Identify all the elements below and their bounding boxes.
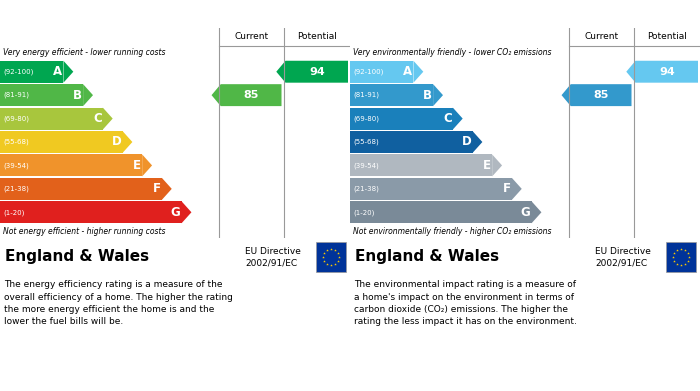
Text: (69-80): (69-80) bbox=[353, 115, 379, 122]
Bar bbox=[350, 154, 492, 176]
Text: D: D bbox=[462, 136, 472, 149]
Bar bbox=[350, 201, 531, 223]
Polygon shape bbox=[276, 61, 348, 83]
Text: C: C bbox=[93, 112, 102, 125]
Polygon shape bbox=[512, 178, 522, 200]
Text: (81-91): (81-91) bbox=[353, 92, 379, 99]
Bar bbox=[350, 131, 472, 153]
Text: C: C bbox=[443, 112, 452, 125]
Polygon shape bbox=[433, 84, 443, 106]
Text: B: B bbox=[73, 89, 82, 102]
Text: 94: 94 bbox=[309, 67, 325, 77]
Text: D: D bbox=[112, 136, 122, 149]
Text: Not environmentally friendly - higher CO₂ emissions: Not environmentally friendly - higher CO… bbox=[353, 227, 552, 236]
Polygon shape bbox=[531, 201, 541, 223]
Text: The environmental impact rating is a measure of
a home's impact on the environme: The environmental impact rating is a mea… bbox=[354, 280, 577, 326]
Bar bbox=[0, 108, 103, 129]
Text: Potential: Potential bbox=[297, 32, 337, 41]
Polygon shape bbox=[181, 201, 191, 223]
Text: A: A bbox=[403, 65, 412, 78]
Bar bbox=[350, 178, 512, 200]
Polygon shape bbox=[103, 108, 113, 129]
Text: (1-20): (1-20) bbox=[353, 209, 375, 215]
Text: 85: 85 bbox=[594, 90, 609, 100]
Text: Not energy efficient - higher running costs: Not energy efficient - higher running co… bbox=[3, 227, 165, 236]
Text: 85: 85 bbox=[244, 90, 259, 100]
Text: G: G bbox=[171, 206, 181, 219]
Polygon shape bbox=[473, 131, 482, 153]
Polygon shape bbox=[492, 154, 502, 176]
Text: (39-54): (39-54) bbox=[3, 162, 29, 169]
Bar bbox=[0, 154, 142, 176]
Text: (21-38): (21-38) bbox=[353, 186, 379, 192]
Text: (1-20): (1-20) bbox=[3, 209, 25, 215]
Text: (39-54): (39-54) bbox=[353, 162, 379, 169]
Bar bbox=[0, 131, 122, 153]
Bar bbox=[350, 61, 414, 83]
Text: EU Directive
2002/91/EC: EU Directive 2002/91/EC bbox=[595, 247, 651, 267]
Text: G: G bbox=[521, 206, 531, 219]
Polygon shape bbox=[142, 154, 152, 176]
Bar bbox=[0, 84, 83, 106]
Text: Potential: Potential bbox=[647, 32, 687, 41]
Text: Very environmentally friendly - lower CO₂ emissions: Very environmentally friendly - lower CO… bbox=[353, 48, 552, 57]
Text: EU Directive
2002/91/EC: EU Directive 2002/91/EC bbox=[245, 247, 301, 267]
Bar bbox=[0, 201, 181, 223]
Text: Environmental Impact (CO₂) Rating: Environmental Impact (CO₂) Rating bbox=[356, 7, 618, 20]
Bar bbox=[316, 242, 346, 272]
Polygon shape bbox=[211, 84, 281, 106]
Bar bbox=[666, 242, 696, 272]
Text: F: F bbox=[153, 182, 161, 196]
Bar bbox=[0, 61, 64, 83]
Text: 94: 94 bbox=[659, 67, 675, 77]
Text: (69-80): (69-80) bbox=[3, 115, 29, 122]
Polygon shape bbox=[83, 84, 93, 106]
Bar bbox=[0, 178, 162, 200]
Text: (55-68): (55-68) bbox=[353, 139, 379, 145]
Text: F: F bbox=[503, 182, 511, 196]
Text: B: B bbox=[423, 89, 432, 102]
Polygon shape bbox=[122, 131, 132, 153]
Text: (92-100): (92-100) bbox=[3, 68, 34, 75]
Text: Energy Efficiency Rating: Energy Efficiency Rating bbox=[6, 7, 190, 20]
Text: England & Wales: England & Wales bbox=[5, 249, 149, 264]
Polygon shape bbox=[453, 108, 463, 129]
Polygon shape bbox=[64, 61, 74, 83]
Text: (55-68): (55-68) bbox=[3, 139, 29, 145]
Text: The energy efficiency rating is a measure of the
overall efficiency of a home. T: The energy efficiency rating is a measur… bbox=[4, 280, 233, 326]
Text: A: A bbox=[53, 65, 62, 78]
Bar bbox=[350, 84, 433, 106]
Polygon shape bbox=[414, 61, 424, 83]
Text: Current: Current bbox=[234, 32, 268, 41]
Text: E: E bbox=[133, 159, 141, 172]
Text: Current: Current bbox=[584, 32, 618, 41]
Text: (92-100): (92-100) bbox=[353, 68, 384, 75]
Text: (81-91): (81-91) bbox=[3, 92, 29, 99]
Polygon shape bbox=[162, 178, 172, 200]
Text: (21-38): (21-38) bbox=[3, 186, 29, 192]
Polygon shape bbox=[626, 61, 698, 83]
Text: E: E bbox=[483, 159, 491, 172]
Polygon shape bbox=[561, 84, 631, 106]
Text: England & Wales: England & Wales bbox=[355, 249, 499, 264]
Bar bbox=[350, 108, 453, 129]
Text: Very energy efficient - lower running costs: Very energy efficient - lower running co… bbox=[3, 48, 165, 57]
